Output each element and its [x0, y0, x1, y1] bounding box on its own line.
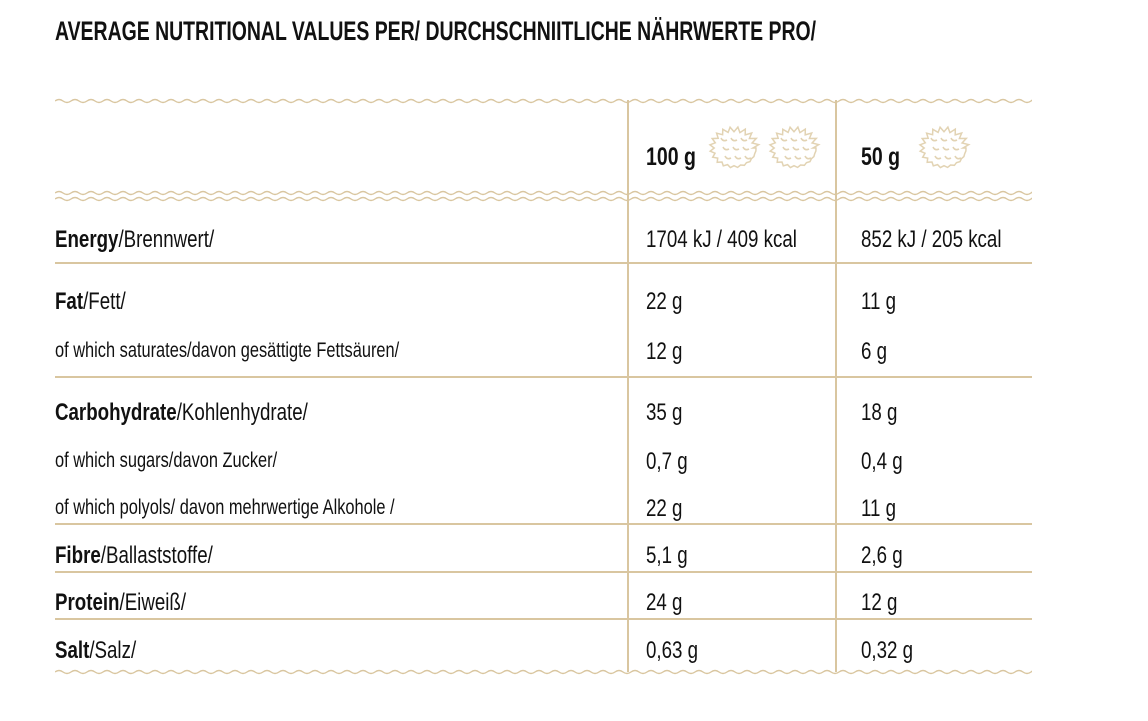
nutrient-label: Fibre/Ballaststoffe/ [55, 542, 213, 570]
row-divider [55, 618, 1032, 620]
column-divider [835, 100, 837, 672]
value-v100: 12 g [646, 338, 683, 365]
nutrient-translation: /Salz/ [89, 637, 137, 664]
value-v100: 0,63 g [646, 637, 699, 664]
nutrient-translation: /Fett/ [83, 288, 126, 315]
waffle-icon [768, 125, 821, 169]
nutrient-name: Protein [55, 589, 120, 616]
nutrient-translation: of which sugars/davon Zucker/ [55, 449, 278, 472]
nutrient-name: Fat [55, 288, 84, 315]
value-v50: 0,4 g [861, 448, 903, 475]
value-v100: 22 g [646, 495, 683, 522]
value-v50: 852 kJ / 205 kcal [861, 226, 1002, 253]
top-wavy-divider [55, 98, 1032, 104]
value-v100: 5,1 g [646, 542, 688, 569]
header-wavy-divider [55, 190, 1032, 196]
value-v50: 18 g [861, 399, 898, 426]
nutrient-name: Fibre [55, 542, 101, 569]
value-v100: 22 g [646, 288, 683, 315]
nutrient-translation: of which polyols/ davon mehrwertige Alko… [55, 496, 395, 519]
row-divider [55, 376, 1032, 378]
nutrient-translation: /Eiweiß/ [119, 589, 187, 616]
row-divider [55, 571, 1032, 573]
header-wavy-divider [55, 196, 1032, 202]
nutrient-translation: /Ballaststoffe/ [100, 542, 213, 569]
value-v50: 2,6 g [861, 542, 903, 569]
nutrient-label: Carbohydrate/Kohlenhydrate/ [55, 399, 308, 427]
nutrient-label: of which sugars/davon Zucker/ [55, 449, 277, 473]
row-divider [55, 262, 1032, 264]
nutrient-translation: /Kohlenhydrate/ [176, 399, 308, 426]
value-v50: 11 g [861, 495, 897, 522]
value-v50: 0,32 g [861, 637, 914, 664]
nutrient-label: Salt/Salz/ [55, 637, 136, 665]
page-title: AVERAGE NUTRITIONAL VALUES PER/ DURCHSCH… [55, 16, 817, 46]
column-header-100g: 100 g [646, 143, 696, 171]
bottom-wavy-divider [55, 669, 1032, 675]
nutrient-name: Carbohydrate [55, 399, 177, 426]
nutrient-label: of which saturates/davon gesättigte Fett… [55, 339, 399, 363]
nutrient-label: Protein/Eiweiß/ [55, 589, 186, 617]
value-v50: 6 g [861, 338, 888, 365]
value-v100: 35 g [646, 399, 683, 426]
row-divider [55, 523, 1032, 525]
nutrient-name: Energy [55, 226, 119, 253]
waffle-icon [708, 125, 761, 169]
nutrient-translation: of which saturates/davon gesättigte Fett… [55, 339, 400, 362]
nutrient-translation: /Brennwert/ [118, 226, 215, 253]
value-v50: 12 g [861, 589, 898, 616]
value-v100: 0,7 g [646, 448, 688, 475]
nutrient-label: of which polyols/ davon mehrwertige Alko… [55, 496, 395, 520]
nutrient-label: Energy/Brennwert/ [55, 226, 214, 254]
nutrient-name: Salt [55, 637, 90, 664]
column-header-50g: 50 g [861, 143, 901, 171]
value-v50: 11 g [861, 288, 897, 315]
column-divider [627, 100, 629, 672]
nutrient-label: Fat/Fett/ [55, 288, 126, 316]
waffle-icon [918, 125, 971, 169]
value-v100: 24 g [646, 589, 683, 616]
value-v100: 1704 kJ / 409 kcal [646, 226, 797, 253]
